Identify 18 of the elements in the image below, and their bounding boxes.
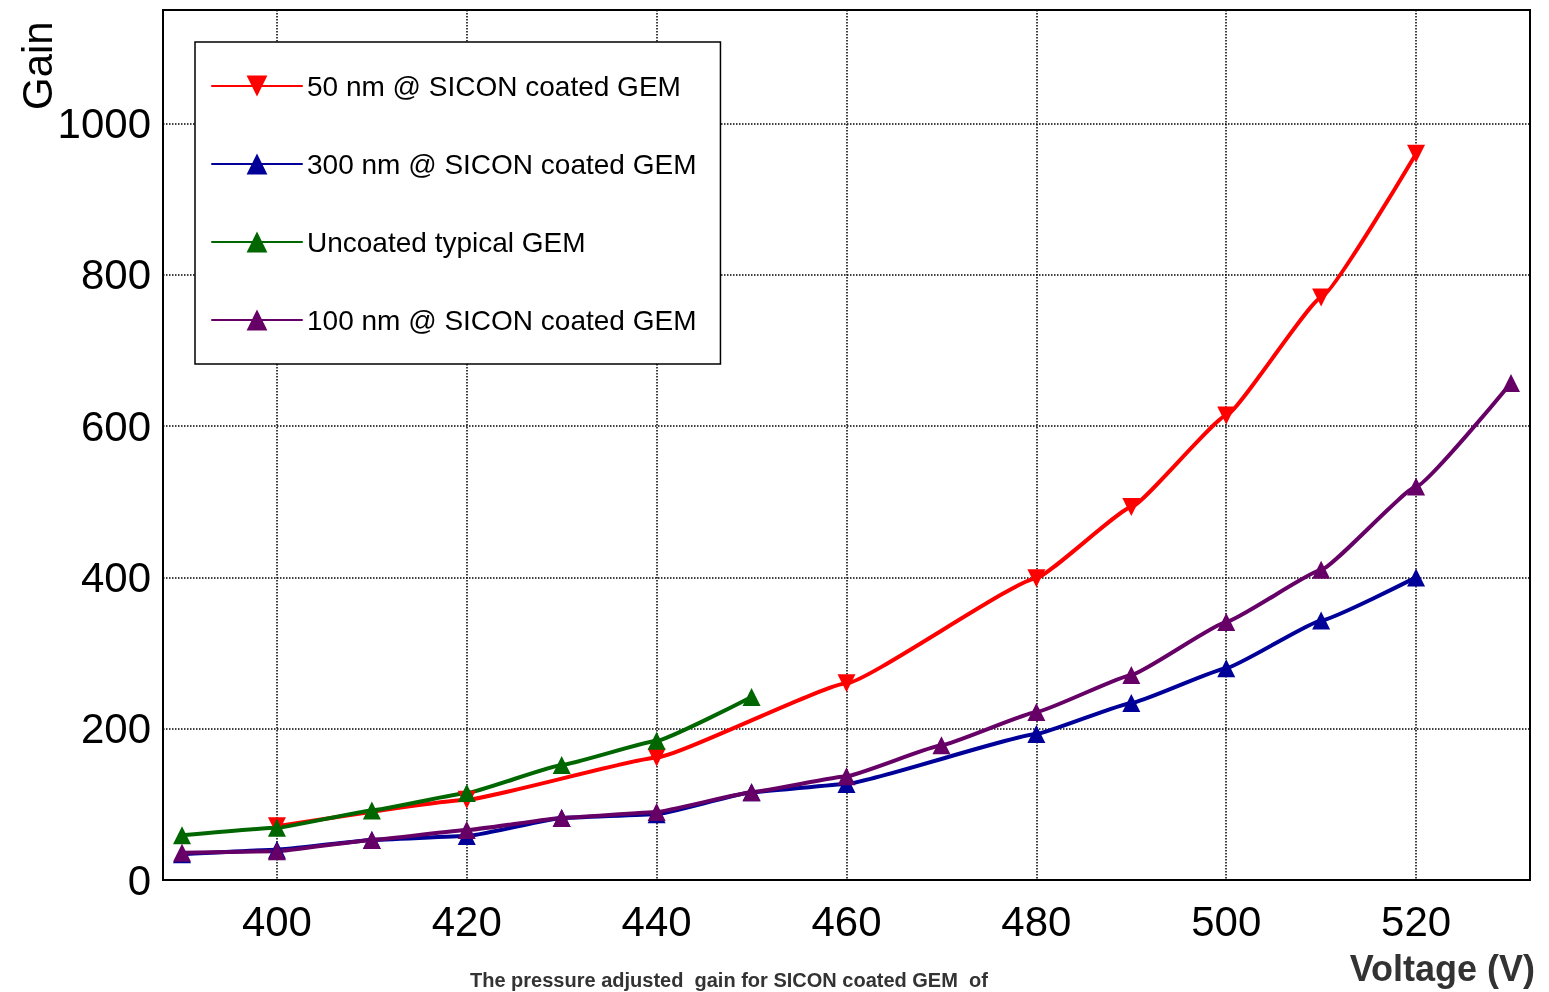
x-tick-label: 480 bbox=[1001, 897, 1072, 945]
x-tick-label: 500 bbox=[1191, 897, 1262, 945]
y-tick-label: 200 bbox=[80, 705, 151, 753]
legend-label: 100 nm @ SICON coated GEM bbox=[307, 304, 697, 336]
legend-label: 50 nm @ SICON coated GEM bbox=[307, 70, 681, 102]
y-tick-label: 400 bbox=[80, 553, 151, 601]
x-axis-title: Voltage (V) bbox=[1349, 947, 1535, 989]
legend-label: 300 nm @ SICON coated GEM bbox=[307, 148, 697, 180]
x-tick-label: 460 bbox=[811, 897, 882, 945]
x-tick-label: 420 bbox=[431, 897, 502, 945]
y-tick-label: 0 bbox=[127, 856, 151, 904]
y-tick-label: 600 bbox=[80, 402, 151, 450]
x-tick-label: 520 bbox=[1381, 897, 1452, 945]
text: The pressure adjusted gain for SICON coated GEM of bbox=[470, 969, 989, 991]
x-tick-label: 400 bbox=[241, 897, 312, 945]
legend-label: Uncoated typical GEM bbox=[307, 226, 586, 258]
x-tick-label: 440 bbox=[621, 897, 692, 945]
y-tick-label: 800 bbox=[80, 251, 151, 299]
